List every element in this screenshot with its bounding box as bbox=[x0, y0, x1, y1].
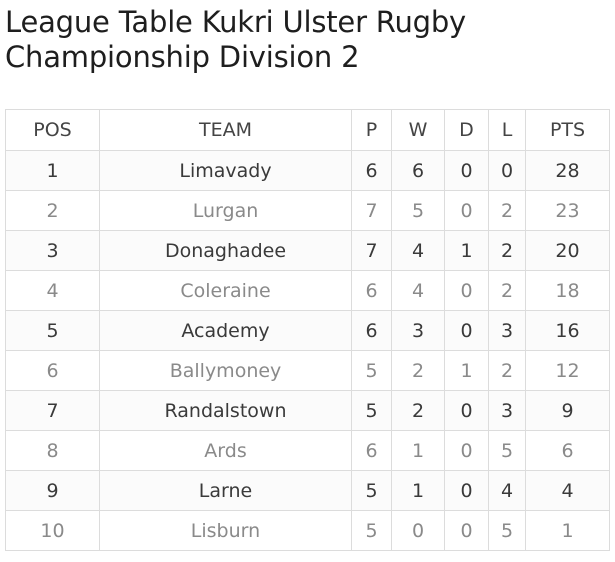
header-won: W bbox=[391, 109, 445, 151]
cell-won: 6 bbox=[391, 150, 445, 191]
cell-pos: 7 bbox=[5, 390, 100, 431]
table-row: 5 Academy 6 3 0 3 16 bbox=[5, 310, 610, 351]
cell-won: 0 bbox=[391, 510, 445, 551]
table-row: 1 Limavady 6 6 0 0 28 bbox=[5, 150, 610, 191]
cell-played: 7 bbox=[351, 230, 392, 271]
cell-won: 2 bbox=[391, 390, 445, 431]
cell-lost: 3 bbox=[488, 310, 526, 351]
header-lost: L bbox=[488, 109, 526, 151]
cell-pos: 4 bbox=[5, 270, 100, 311]
cell-played: 6 bbox=[351, 430, 392, 471]
cell-pos: 3 bbox=[5, 230, 100, 271]
cell-played: 6 bbox=[351, 150, 392, 191]
table-row: 4 Coleraine 6 4 0 2 18 bbox=[5, 270, 610, 311]
cell-points: 6 bbox=[525, 430, 610, 471]
cell-won: 5 bbox=[391, 190, 445, 231]
cell-drawn: 0 bbox=[444, 470, 489, 511]
cell-won: 2 bbox=[391, 350, 445, 391]
cell-drawn: 0 bbox=[444, 270, 489, 311]
cell-drawn: 0 bbox=[444, 310, 489, 351]
cell-lost: 2 bbox=[488, 190, 526, 231]
header-drawn: D bbox=[444, 109, 489, 151]
cell-lost: 2 bbox=[488, 230, 526, 271]
cell-drawn: 1 bbox=[444, 230, 489, 271]
header-played: P bbox=[351, 109, 392, 151]
cell-team: Randalstown bbox=[99, 390, 352, 431]
cell-won: 3 bbox=[391, 310, 445, 351]
table-row: 6 Ballymoney 5 2 1 2 12 bbox=[5, 350, 610, 391]
cell-played: 5 bbox=[351, 470, 392, 511]
cell-lost: 2 bbox=[488, 270, 526, 311]
cell-team: Ards bbox=[99, 430, 352, 471]
cell-team: Donaghadee bbox=[99, 230, 352, 271]
cell-pos: 8 bbox=[5, 430, 100, 471]
cell-points: 23 bbox=[525, 190, 610, 231]
cell-points: 16 bbox=[525, 310, 610, 351]
cell-won: 1 bbox=[391, 430, 445, 471]
cell-pos: 9 bbox=[5, 470, 100, 511]
table-row: 8 Ards 6 1 0 5 6 bbox=[5, 430, 610, 471]
header-pos: POS bbox=[5, 109, 100, 151]
cell-points: 28 bbox=[525, 150, 610, 191]
cell-drawn: 1 bbox=[444, 350, 489, 391]
table-row: 2 Lurgan 7 5 0 2 23 bbox=[5, 190, 610, 231]
cell-team: Lurgan bbox=[99, 190, 352, 231]
table-row: 9 Larne 5 1 0 4 4 bbox=[5, 470, 610, 511]
cell-team: Larne bbox=[99, 470, 352, 511]
header-team: TEAM bbox=[99, 109, 352, 151]
cell-lost: 3 bbox=[488, 390, 526, 431]
cell-played: 5 bbox=[351, 350, 392, 391]
cell-drawn: 0 bbox=[444, 510, 489, 551]
cell-points: 12 bbox=[525, 350, 610, 391]
cell-won: 1 bbox=[391, 470, 445, 511]
table-row: 3 Donaghadee 7 4 1 2 20 bbox=[5, 230, 610, 271]
cell-drawn: 0 bbox=[444, 150, 489, 191]
cell-team: Coleraine bbox=[99, 270, 352, 311]
table-header-row: POS TEAM P W D L PTS bbox=[5, 109, 610, 151]
cell-pos: 5 bbox=[5, 310, 100, 351]
cell-drawn: 0 bbox=[444, 190, 489, 231]
cell-played: 5 bbox=[351, 510, 392, 551]
cell-team: Academy bbox=[99, 310, 352, 351]
cell-pos: 2 bbox=[5, 190, 100, 231]
cell-pos: 1 bbox=[5, 150, 100, 191]
cell-played: 7 bbox=[351, 190, 392, 231]
page-title: League Table Kukri Ulster Rugby Champion… bbox=[5, 5, 467, 74]
cell-pos: 6 bbox=[5, 350, 100, 391]
cell-lost: 4 bbox=[488, 470, 526, 511]
cell-team: Lisburn bbox=[99, 510, 352, 551]
cell-won: 4 bbox=[391, 230, 445, 271]
cell-points: 18 bbox=[525, 270, 610, 311]
cell-played: 5 bbox=[351, 390, 392, 431]
cell-points: 20 bbox=[525, 230, 610, 271]
cell-lost: 0 bbox=[488, 150, 526, 191]
header-points: PTS bbox=[525, 109, 610, 151]
cell-lost: 5 bbox=[488, 510, 526, 551]
cell-team: Ballymoney bbox=[99, 350, 352, 391]
cell-lost: 2 bbox=[488, 350, 526, 391]
cell-lost: 5 bbox=[488, 430, 526, 471]
cell-drawn: 0 bbox=[444, 430, 489, 471]
table-row: 7 Randalstown 5 2 0 3 9 bbox=[5, 390, 610, 431]
cell-drawn: 0 bbox=[444, 390, 489, 431]
cell-pos: 10 bbox=[5, 510, 100, 551]
cell-played: 6 bbox=[351, 310, 392, 351]
cell-team: Limavady bbox=[99, 150, 352, 191]
table-row: 10 Lisburn 5 0 0 5 1 bbox=[5, 510, 610, 551]
cell-points: 1 bbox=[525, 510, 610, 551]
league-table: POS TEAM P W D L PTS 1 Limavady 6 6 0 0 … bbox=[5, 109, 610, 551]
cell-won: 4 bbox=[391, 270, 445, 311]
cell-points: 9 bbox=[525, 390, 610, 431]
cell-points: 4 bbox=[525, 470, 610, 511]
cell-played: 6 bbox=[351, 270, 392, 311]
